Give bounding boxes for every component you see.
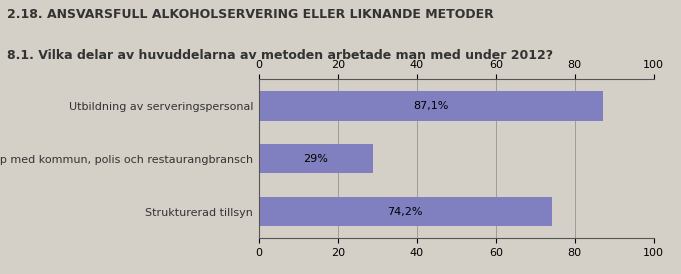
Text: 74,2%: 74,2% [387, 207, 423, 217]
Bar [259, 197, 552, 226]
Text: 29%: 29% [304, 154, 328, 164]
Text: 87,1%: 87,1% [413, 101, 449, 111]
Bar [259, 144, 373, 173]
Text: 2.18. ANSVARSFULL ALKOHOLSERVERING ELLER LIKNANDE METODER: 2.18. ANSVARSFULL ALKOHOLSERVERING ELLER… [7, 8, 494, 21]
Bar [259, 92, 603, 121]
Text: 8.1. Vilka delar av huvuddelarna av metoden arbetade man med under 2012?: 8.1. Vilka delar av huvuddelarna av meto… [7, 49, 553, 62]
